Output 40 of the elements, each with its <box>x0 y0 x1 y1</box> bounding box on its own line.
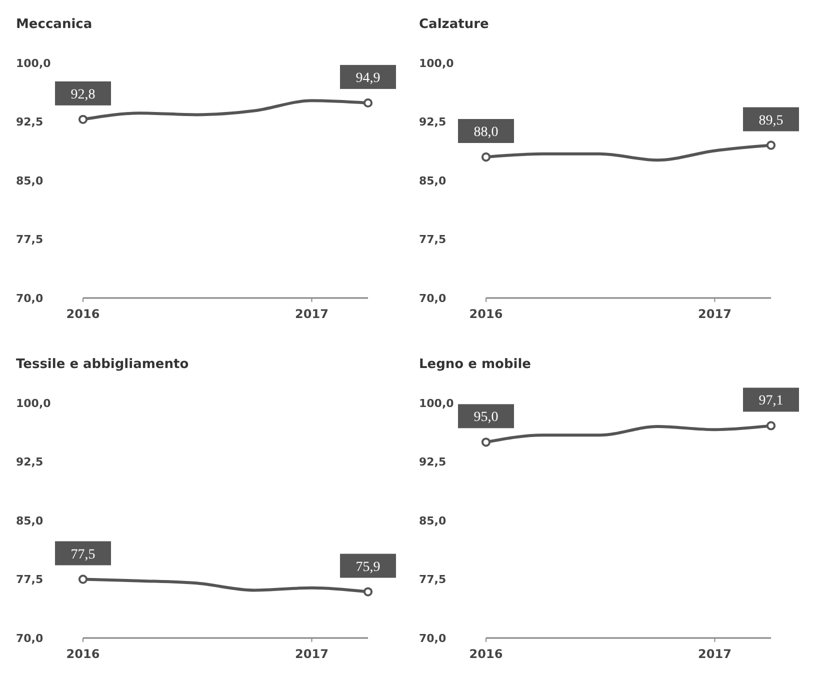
y-tick-label: 77,5 <box>16 233 44 246</box>
data-label: 75,9 <box>356 560 380 575</box>
chart-title: Calzature <box>419 17 489 32</box>
y-tick-label: 70,0 <box>419 292 446 305</box>
x-tick-label: 2017 <box>698 647 732 661</box>
y-tick-label: 92,5 <box>419 456 446 469</box>
y-tick-label: 85,0 <box>16 174 44 188</box>
y-tick-label: 70,0 <box>419 632 446 645</box>
y-tick-label: 92,5 <box>16 456 44 469</box>
data-label: 97,1 <box>758 394 784 409</box>
x-tick-label: 2016 <box>469 647 503 661</box>
y-tick-label: 92,5 <box>419 116 446 129</box>
y-tick-label: 100,0 <box>16 396 52 410</box>
x-tick-label: 2017 <box>698 307 732 321</box>
data-label: 88,0 <box>474 125 498 140</box>
y-tick-label: 77,5 <box>419 233 446 246</box>
y-tick-label: 70,0 <box>16 292 44 305</box>
y-tick-label: 100,0 <box>419 396 454 410</box>
x-tick-label: 2016 <box>66 647 100 661</box>
data-label: 77,5 <box>70 547 96 562</box>
data-label: 94,9 <box>356 70 380 86</box>
x-tick-label: 2016 <box>66 307 100 321</box>
y-tick-label: 77,5 <box>16 573 44 586</box>
data-label: 89,5 <box>758 113 784 128</box>
x-tick-label: 2017 <box>295 307 328 321</box>
x-tick-label: 2016 <box>469 307 503 321</box>
y-tick-label: 92,5 <box>16 116 44 129</box>
data-label: 92,8 <box>70 87 96 102</box>
chart-title: Legno e mobile <box>419 357 532 372</box>
y-tick-label: 85,0 <box>419 174 446 188</box>
x-tick-label: 2017 <box>295 647 328 661</box>
chart-title: Tessile e abbigliamento <box>16 357 189 372</box>
y-tick-label: 77,5 <box>419 573 446 586</box>
y-tick-label: 70,0 <box>16 632 44 645</box>
data-label: 95,0 <box>474 410 498 426</box>
y-tick-label: 100,0 <box>419 56 454 70</box>
y-tick-label: 85,0 <box>16 514 44 528</box>
y-tick-label: 100,0 <box>16 56 52 70</box>
y-tick-label: 85,0 <box>419 514 446 528</box>
chart-title: Meccanica <box>16 17 92 32</box>
